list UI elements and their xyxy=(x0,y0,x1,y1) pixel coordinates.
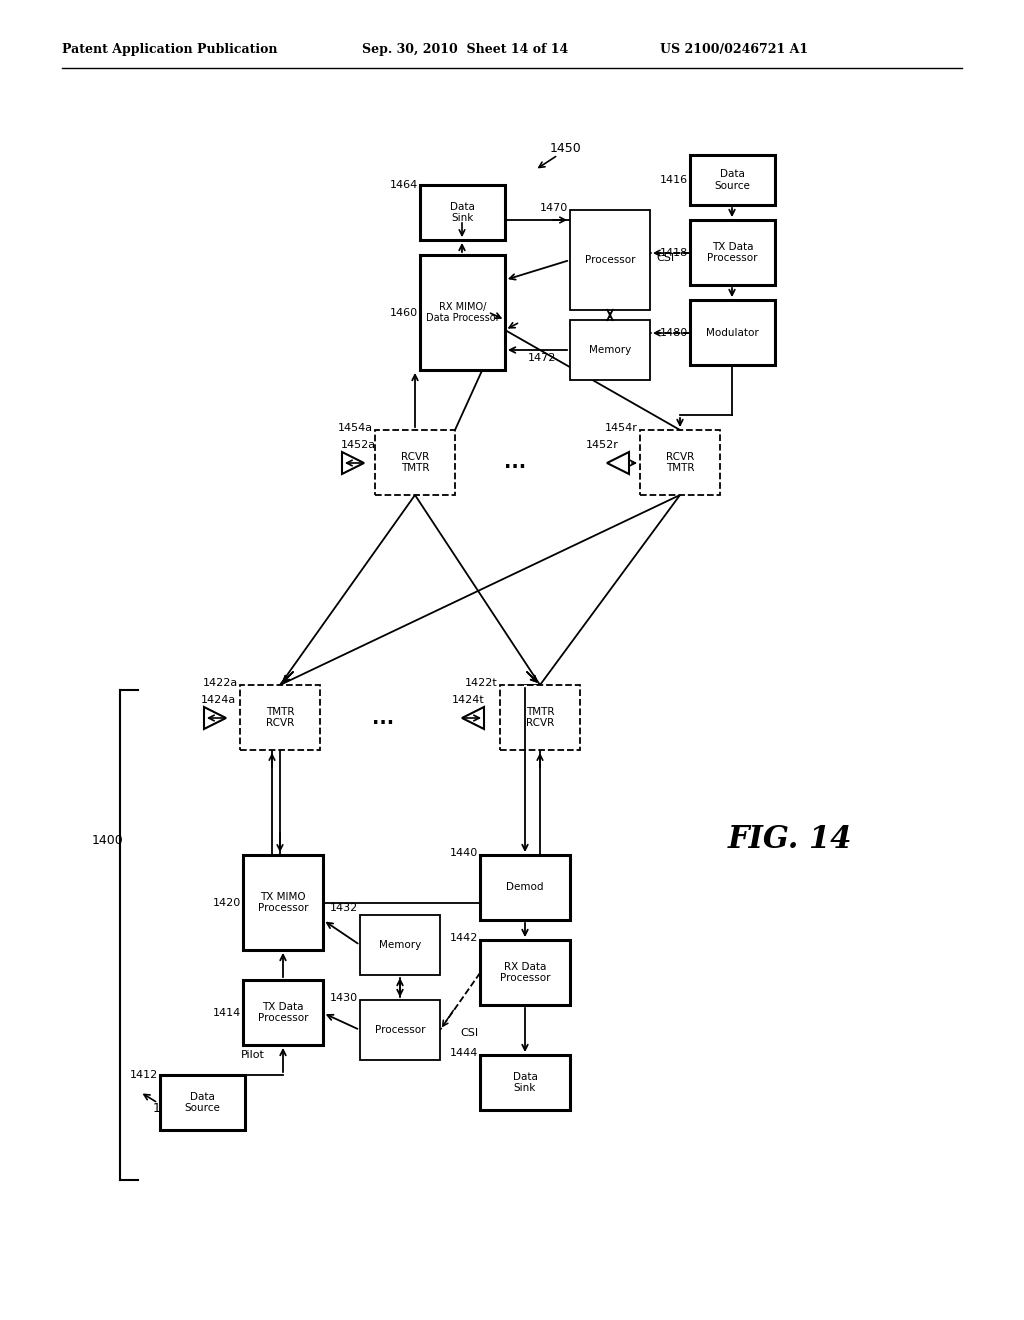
Text: TMTR
RCVR: TMTR RCVR xyxy=(266,706,294,729)
Text: RX Data
Processor: RX Data Processor xyxy=(500,962,550,983)
Text: ...: ... xyxy=(504,454,526,473)
Text: 1422a: 1422a xyxy=(203,678,238,688)
Text: RCVR
TMTR: RCVR TMTR xyxy=(666,451,694,474)
Text: 1480: 1480 xyxy=(659,327,688,338)
FancyBboxPatch shape xyxy=(360,915,440,975)
Text: Memory: Memory xyxy=(379,940,421,950)
Text: 1452a: 1452a xyxy=(340,440,376,450)
FancyBboxPatch shape xyxy=(480,1055,570,1110)
Text: Data
Sink: Data Sink xyxy=(451,202,475,223)
Polygon shape xyxy=(342,451,364,474)
Text: 1400: 1400 xyxy=(92,833,124,846)
Text: 1418: 1418 xyxy=(659,248,688,257)
Text: 1420: 1420 xyxy=(213,898,241,908)
Text: 1464: 1464 xyxy=(390,180,418,190)
Polygon shape xyxy=(204,708,226,729)
Text: 1450: 1450 xyxy=(550,141,582,154)
FancyBboxPatch shape xyxy=(160,1074,245,1130)
Polygon shape xyxy=(607,451,629,474)
FancyBboxPatch shape xyxy=(240,685,319,750)
FancyBboxPatch shape xyxy=(375,430,455,495)
FancyBboxPatch shape xyxy=(690,154,775,205)
Text: 1452r: 1452r xyxy=(586,440,618,450)
FancyBboxPatch shape xyxy=(640,430,720,495)
Text: 1414: 1414 xyxy=(213,1008,241,1018)
FancyBboxPatch shape xyxy=(570,210,650,310)
Text: Sep. 30, 2010  Sheet 14 of 14: Sep. 30, 2010 Sheet 14 of 14 xyxy=(362,44,568,57)
Text: 1410: 1410 xyxy=(153,1101,184,1114)
Text: 1432: 1432 xyxy=(330,903,358,913)
FancyBboxPatch shape xyxy=(360,1001,440,1060)
Text: Data
Sink: Data Sink xyxy=(513,1072,538,1093)
Text: 1454a: 1454a xyxy=(338,422,373,433)
FancyBboxPatch shape xyxy=(243,855,323,950)
Text: 1442: 1442 xyxy=(450,933,478,942)
Text: 1444: 1444 xyxy=(450,1048,478,1059)
Text: Pilot: Pilot xyxy=(241,1049,265,1060)
Text: Processor: Processor xyxy=(585,255,635,265)
FancyBboxPatch shape xyxy=(500,685,580,750)
FancyBboxPatch shape xyxy=(690,300,775,366)
Text: CSI: CSI xyxy=(656,253,674,263)
Text: TX MIMO
Processor: TX MIMO Processor xyxy=(258,892,308,913)
FancyBboxPatch shape xyxy=(480,855,570,920)
Text: 1416: 1416 xyxy=(659,176,688,185)
Text: 1460: 1460 xyxy=(390,308,418,318)
Text: 1470: 1470 xyxy=(540,203,568,213)
Polygon shape xyxy=(462,708,484,729)
Text: Data
Source: Data Source xyxy=(715,169,751,191)
Text: 1430: 1430 xyxy=(330,993,358,1003)
Text: 1440: 1440 xyxy=(450,847,478,858)
Text: 1472: 1472 xyxy=(527,352,556,363)
FancyBboxPatch shape xyxy=(570,319,650,380)
Text: Processor: Processor xyxy=(375,1026,425,1035)
Text: Memory: Memory xyxy=(589,345,631,355)
Text: 1454r: 1454r xyxy=(605,422,638,433)
Text: 1424t: 1424t xyxy=(452,696,484,705)
FancyBboxPatch shape xyxy=(480,940,570,1005)
Text: ...: ... xyxy=(372,709,394,727)
FancyBboxPatch shape xyxy=(243,979,323,1045)
Text: TX Data
Processor: TX Data Processor xyxy=(708,242,758,263)
FancyBboxPatch shape xyxy=(420,255,505,370)
Text: US 2100/0246721 A1: US 2100/0246721 A1 xyxy=(660,44,808,57)
Text: 1422t: 1422t xyxy=(465,678,498,688)
Text: RX MIMO/
Data Processor: RX MIMO/ Data Processor xyxy=(426,302,500,323)
Text: RCVR
TMTR: RCVR TMTR xyxy=(400,451,429,474)
FancyBboxPatch shape xyxy=(420,185,505,240)
Text: FIG. 14: FIG. 14 xyxy=(728,825,852,855)
FancyBboxPatch shape xyxy=(690,220,775,285)
Text: Modulator: Modulator xyxy=(707,327,759,338)
Text: Demod: Demod xyxy=(506,883,544,892)
Text: 1424a: 1424a xyxy=(201,696,236,705)
Text: TX Data
Processor: TX Data Processor xyxy=(258,1002,308,1023)
Text: CSI: CSI xyxy=(460,1028,478,1038)
Text: 1412: 1412 xyxy=(130,1071,158,1080)
Text: Data
Source: Data Source xyxy=(184,1092,220,1113)
Text: Patent Application Publication: Patent Application Publication xyxy=(62,44,278,57)
Text: TMTR
RCVR: TMTR RCVR xyxy=(525,706,554,729)
